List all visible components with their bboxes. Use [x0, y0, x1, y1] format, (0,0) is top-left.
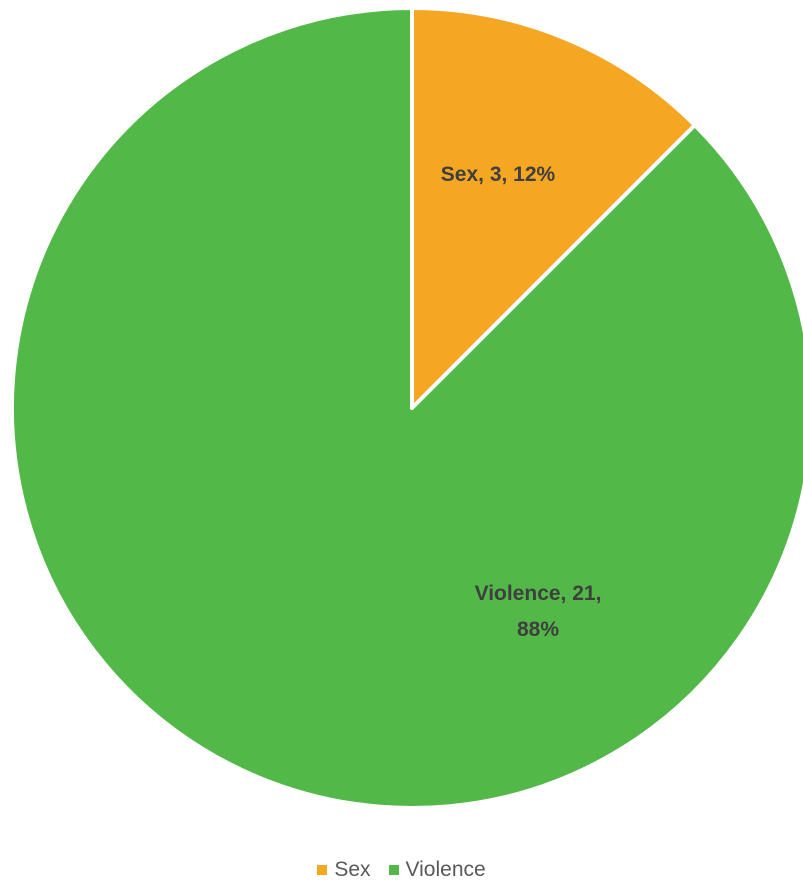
legend: Sex Violence [0, 858, 803, 882]
legend-entry-violence[interactable]: Violence [389, 858, 486, 882]
data-label-sex: Sex, 3, 12% [441, 163, 556, 186]
legend-entry-sex[interactable]: Sex [317, 858, 370, 882]
pie-slices [12, 8, 803, 808]
legend-label-violence: Violence [406, 858, 486, 882]
legend-swatch-violence [389, 865, 399, 875]
legend-swatch-sex [317, 865, 327, 875]
legend-label-sex: Sex [334, 858, 370, 882]
